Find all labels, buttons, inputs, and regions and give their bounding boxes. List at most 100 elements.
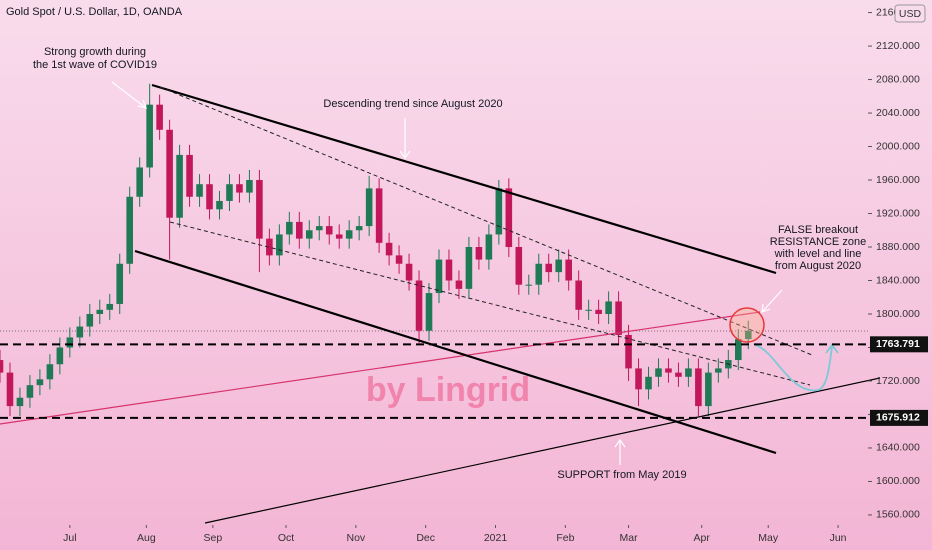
x-tick-label: May	[758, 532, 779, 544]
candle-body	[495, 188, 503, 235]
candles	[0, 83, 752, 417]
candle-body	[116, 263, 124, 304]
candle-body	[695, 368, 702, 407]
candle-body	[136, 167, 143, 197]
candle-body	[565, 259, 572, 281]
annotation: Strong growth during	[44, 46, 146, 58]
y-tick-label: 1960.000	[876, 174, 920, 186]
level-label: 1763.791	[876, 338, 920, 350]
candle-body	[595, 309, 602, 314]
candle-body	[56, 347, 64, 365]
candle-body	[655, 368, 662, 377]
watermark: by Lingrid	[366, 371, 530, 409]
y-tick-label: 1640.000	[876, 442, 920, 454]
candle-body	[445, 259, 453, 281]
candle-body	[186, 154, 193, 197]
candle-body	[86, 313, 94, 327]
y-tick-label: 2000.000	[876, 140, 920, 152]
annotation: SUPPORT from May 2019	[557, 469, 686, 481]
y-tick-label: 2080.000	[876, 73, 920, 85]
candle-body	[705, 372, 712, 407]
candle-body	[585, 309, 592, 311]
candle-body	[0, 360, 4, 373]
candle-body	[196, 184, 203, 197]
x-tick-label: Jul	[63, 532, 76, 544]
arrow	[761, 289, 783, 313]
level-box	[870, 409, 928, 426]
annotation: with level and line	[774, 248, 862, 260]
y-tick-label: 1920.000	[876, 207, 920, 219]
annotation: FALSE breakout	[778, 224, 858, 236]
y-tick-label: 2040.000	[876, 107, 920, 119]
candle-body	[106, 303, 114, 310]
candle-body	[675, 372, 682, 377]
candle-body	[475, 247, 483, 260]
arrow	[614, 438, 626, 465]
x-tick-label: Mar	[620, 532, 639, 544]
candle-body	[76, 326, 84, 338]
candle-body	[266, 238, 273, 256]
x-tick-label: Nov	[347, 532, 366, 544]
x-tick-label: Sep	[203, 532, 222, 544]
candle-body	[515, 247, 523, 285]
candle-body	[405, 263, 413, 281]
candle-body	[645, 376, 652, 390]
y-tick-label: 1800.000	[876, 308, 920, 320]
y-tick-label: 1560.000	[876, 509, 920, 521]
candle-body	[355, 226, 363, 231]
x-tick-label: Dec	[416, 532, 435, 544]
candle-body	[166, 129, 173, 218]
candle-body	[375, 188, 383, 243]
candle-body	[635, 368, 642, 390]
candle-body	[156, 104, 163, 130]
candle-body	[415, 280, 423, 331]
candle-body	[176, 154, 183, 218]
y-tick-label: 1880.000	[876, 241, 920, 253]
candle-body	[126, 196, 133, 264]
arrow	[111, 81, 147, 109]
chart-title: Gold Spot / U.S. Dollar, 1D, OANDA	[6, 6, 183, 18]
channel-bottom	[134, 249, 777, 455]
dashed-trend	[159, 86, 813, 356]
y-tick-label: 1840.000	[876, 274, 920, 286]
annotation: RESISTANCE zone	[770, 236, 866, 248]
candle-body	[435, 259, 443, 294]
currency: USD	[899, 8, 922, 20]
candle-body	[575, 280, 582, 310]
candle-body	[315, 226, 323, 231]
candle-body	[465, 247, 473, 289]
y-tick-label: 1600.000	[876, 475, 920, 487]
candle-body	[545, 263, 553, 273]
candle-body	[286, 221, 293, 235]
level-label: 1675.912	[876, 412, 920, 424]
y-tick-label: 2120.000	[876, 40, 920, 52]
candle-body	[216, 200, 223, 210]
candle-body	[365, 188, 373, 227]
candle-body	[296, 221, 303, 239]
candle-body	[425, 293, 433, 331]
candle-body	[505, 188, 513, 248]
candle-body	[525, 284, 533, 286]
x-tick-label: 2021	[484, 532, 508, 544]
annotation: from August 2020	[775, 260, 861, 272]
red-trendline	[0, 311, 761, 425]
candle-body	[335, 234, 343, 239]
x-tick-label: Apr	[694, 532, 711, 544]
x-tick-label: Feb	[556, 532, 574, 544]
annotation: Descending trend since August 2020	[323, 98, 502, 110]
projection	[754, 344, 833, 391]
candle-body	[36, 379, 44, 386]
candle-body	[665, 368, 672, 373]
candle-body	[146, 104, 153, 168]
candle-body	[735, 339, 742, 361]
level-box	[870, 336, 928, 353]
candle-body	[96, 309, 104, 314]
annotation: the 1st wave of COVID19	[33, 59, 157, 71]
currency-box	[894, 4, 926, 23]
drawings	[0, 81, 881, 524]
candle-body	[685, 368, 692, 377]
x-tick-label: Jun	[830, 532, 847, 544]
candle-body	[625, 334, 632, 369]
arrow	[399, 118, 411, 160]
